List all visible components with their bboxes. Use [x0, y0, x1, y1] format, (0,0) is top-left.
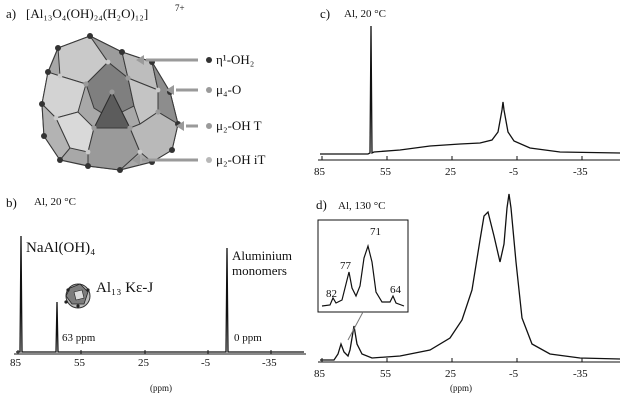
tick-b-85: 85: [10, 357, 21, 369]
legend-label-mu4-o: μ₄-O: [216, 82, 242, 97]
tick-d-m5: -5: [509, 368, 519, 380]
inset-label-64: 64: [390, 284, 401, 296]
label-0-ppm: 0 ppm: [234, 332, 262, 344]
label-63-ppm: 63 ppm: [62, 332, 96, 344]
panel-c-letter: c): [320, 6, 331, 21]
axis-label-b: (ppm): [150, 383, 172, 393]
legend-dot-eta1-oh2: [206, 57, 212, 63]
inset-label-71: 71: [370, 226, 381, 238]
inset-label-82: 82: [326, 288, 337, 300]
tick-c-m5: -5: [509, 166, 519, 178]
spectrum-c: [318, 25, 621, 161]
legend-label-mu2-oh-t: μ₂-OH T: [216, 118, 262, 133]
legend-arrows: [132, 55, 198, 165]
tick-b-m35: -35: [262, 357, 277, 369]
spectrum-line-c: [320, 25, 621, 155]
tick-c-m35: -35: [573, 166, 588, 178]
panel-c-condition: Al, 20 °C: [344, 8, 386, 20]
tick-d-m35: -35: [573, 368, 588, 380]
label-naal-oh4: NaAl(OH)₄: [26, 240, 96, 256]
al13-molecule-icon: [64, 283, 91, 309]
axis-label-d: (ppm): [450, 383, 472, 393]
keggin-charge: 7+: [175, 3, 185, 13]
panel-d-condition: Al, 130 °C: [338, 200, 386, 212]
keggin-formula: [Al₁₃O₄(OH)₂₄(H₂O)₁₂]: [26, 6, 149, 21]
inset-spectrum-line: [321, 243, 405, 307]
tick-d-25: 25: [445, 368, 456, 380]
legend-dot-mu4-o: [206, 87, 212, 93]
spectrum-line-d: [320, 193, 621, 361]
tick-d-85: 85: [314, 368, 325, 380]
panel-d-letter: d): [316, 197, 327, 212]
tick-b-55: 55: [74, 357, 85, 369]
label-aluminium: Aluminium: [232, 248, 292, 263]
tick-c-85: 85: [314, 166, 325, 178]
keggin-structure-illustration: [39, 33, 181, 173]
tick-c-25: 25: [445, 166, 456, 178]
spectrum-b: [14, 235, 306, 355]
tick-b-25: 25: [138, 357, 149, 369]
inset-d: [317, 219, 409, 341]
tick-d-55: 55: [380, 368, 391, 380]
label-monomers: monomers: [232, 263, 287, 278]
panel-b-condition: Al, 20 °C: [34, 196, 76, 208]
legend-label-eta1-oh2: η¹-OH₂: [216, 52, 255, 67]
panel-b-letter: b): [6, 195, 17, 210]
spectrum-line-b: [16, 235, 304, 353]
label-al13-keggin: Al₁₃ Kε-J: [96, 280, 154, 296]
legend-dot-mu2-oh-it: [206, 157, 212, 163]
panel-a-letter: a): [6, 6, 17, 21]
legend-label-mu2-oh-it: μ₂-OH iT: [216, 152, 266, 167]
tick-c-55: 55: [380, 166, 391, 178]
spectrum-d: [318, 193, 621, 363]
inset-label-77: 77: [340, 260, 351, 272]
tick-b-m5: -5: [201, 357, 211, 369]
legend-dot-mu2-oh-t: [206, 123, 212, 129]
